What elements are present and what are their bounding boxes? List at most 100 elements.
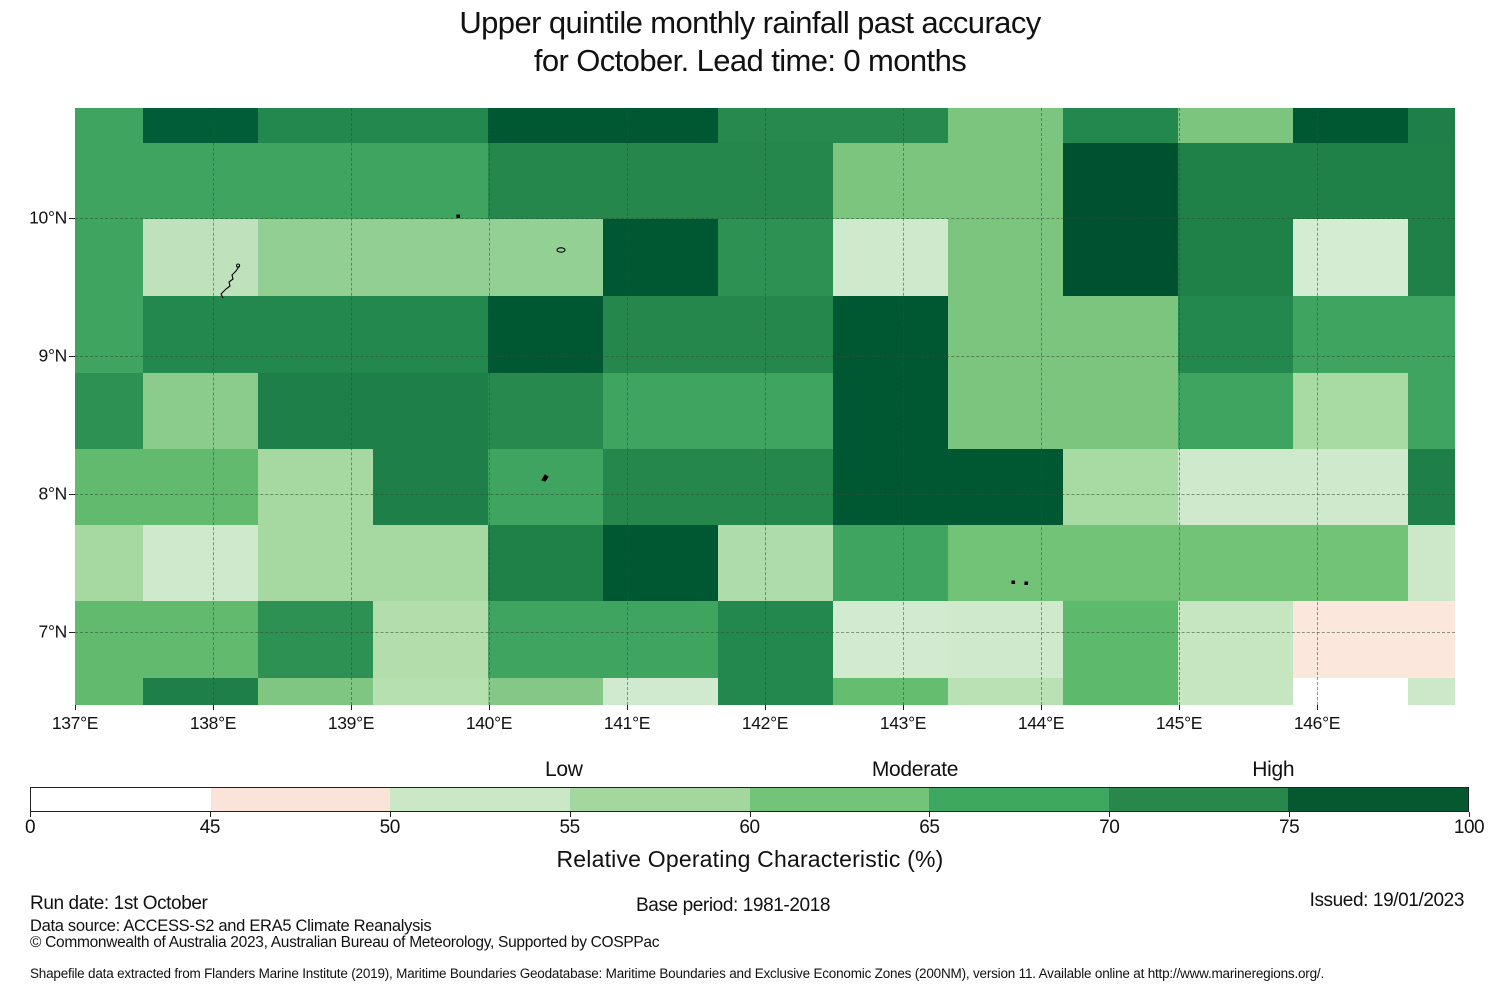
heatmap-cell: [1293, 108, 1408, 143]
heatmap-cell: [373, 143, 488, 219]
heatmap-cell: [603, 373, 718, 449]
latitude-gridline: [75, 494, 1455, 496]
colorbar-tickmark: [1109, 812, 1111, 817]
x-axis-tick-label: 138°E: [189, 713, 237, 733]
heatmap-cell: [258, 449, 373, 525]
heatmap-cell: [718, 373, 833, 449]
heatmap-cell: [1178, 219, 1293, 296]
heatmap-cell: [488, 108, 603, 143]
heatmap-cell: [1408, 108, 1455, 143]
heatmap-cell: [1063, 449, 1178, 525]
y-axis-tickmark: [69, 494, 75, 496]
heatmap-cell: [1408, 601, 1455, 678]
heatmap-cell: [143, 373, 258, 449]
heatmap-cell: [143, 296, 258, 373]
colorbar-axis-label: Relative Operating Characteristic (%): [556, 846, 944, 872]
heatmap-cell: [1293, 143, 1408, 219]
heatmap-cell: [373, 678, 488, 705]
heatmap-cell: [948, 449, 1063, 525]
heatmap-cell: [258, 296, 373, 373]
heatmap-cell: [143, 449, 258, 525]
colorbar-tick-value: 55: [559, 817, 581, 838]
heatmap-cell: [833, 219, 948, 296]
y-axis-tickmark: [69, 218, 75, 220]
heatmap-cell: [75, 678, 143, 705]
heatmap-cell: [75, 373, 143, 449]
heatmap-cell: [603, 296, 718, 373]
y-axis-tick-label: 7°N: [38, 621, 68, 642]
heatmap-cell: [488, 601, 603, 678]
heatmap-cell: [603, 219, 718, 296]
heatmap-cell: [948, 678, 1063, 705]
heatmap-cell: [373, 601, 488, 678]
colorbar-tickmark: [749, 812, 751, 817]
heatmap-cell: [603, 525, 718, 601]
colorbar-tickmark: [30, 812, 31, 817]
heatmap-cell: [948, 219, 1063, 296]
heatmap-cell: [1063, 678, 1178, 705]
x-axis-tickmark: [1041, 705, 1042, 710]
chart-title-line2: for October. Lead time: 0 months: [533, 43, 967, 78]
x-axis-tickmark: [351, 705, 352, 710]
heatmap-cell: [75, 525, 143, 601]
heatmap-cell: [1178, 108, 1293, 143]
heatmap-cell: [948, 525, 1063, 601]
heatmap-cell: [1063, 143, 1178, 219]
colorbar-tick-value: 50: [379, 817, 401, 838]
y-axis-tick-label: 10°N: [29, 207, 67, 228]
heatmap-cell: [718, 525, 833, 601]
heatmap-cell: [75, 296, 143, 373]
x-axis-tick-label: 139°E: [327, 713, 375, 733]
colorbar-tickmark: [389, 812, 391, 817]
colorbar-category-label-high: High: [1252, 758, 1295, 781]
heatmap-cell: [603, 108, 718, 143]
heatmap-cell: [948, 373, 1063, 449]
heatmap-cell: [833, 525, 948, 601]
heatmap-cell: [258, 601, 373, 678]
x-axis-tickmark: [627, 705, 628, 710]
heatmap-cell: [488, 525, 603, 601]
x-axis-tickmark: [213, 705, 214, 710]
heatmap-cell: [718, 449, 833, 525]
colorbar-tick-value: 100: [1453, 817, 1485, 838]
heatmap-cell: [488, 373, 603, 449]
y-axis-tick-label: 9°N: [38, 345, 68, 366]
x-axis-tick-label: 137°E: [51, 713, 99, 733]
footer-data-source: Data source: ACCESS-S2 and ERA5 Climate …: [30, 917, 432, 935]
heatmap-cell: [718, 296, 833, 373]
heatmap-cell: [258, 108, 373, 143]
heatmap-cell: [833, 601, 948, 678]
heatmap-cell: [948, 601, 1063, 678]
heatmap-cell: [948, 143, 1063, 219]
footer-shapefile-note: Shapefile data extracted from Flanders M…: [30, 966, 1325, 981]
heatmap-cell: [373, 296, 488, 373]
heatmap-cell: [1293, 373, 1408, 449]
heatmap-cell: [718, 601, 833, 678]
heatmap-cell: [373, 373, 488, 449]
y-axis-tickmark: [69, 356, 75, 358]
heatmap-cell: [488, 678, 603, 705]
longitude-gridline: [1179, 108, 1180, 705]
heatmap-cell: [1178, 449, 1293, 525]
longitude-gridline: [903, 108, 904, 705]
footer-base-period: Base period: 1981-2018: [636, 895, 831, 916]
heatmap-cell: [833, 678, 948, 705]
heatmap-cell: [1408, 143, 1455, 219]
x-axis-tick-label: 145°E: [1155, 713, 1203, 733]
colorbar-tickmark: [1289, 812, 1291, 817]
heatmap-cell: [603, 449, 718, 525]
heatmap-cell: [1063, 219, 1178, 296]
footer-run-date: Run date: 1st October: [30, 893, 208, 914]
colorbar-category-label-moderate: Moderate: [871, 758, 959, 781]
colorbar-segment: [1108, 788, 1289, 811]
heatmap-cell: [488, 449, 603, 525]
heatmap-cell: [75, 143, 143, 219]
heatmap-cell: [1063, 525, 1178, 601]
y-axis-tick-label: 8°N: [38, 483, 68, 504]
colorbar-tickmark: [209, 812, 211, 817]
x-axis-tick-label: 142°E: [741, 713, 789, 733]
colorbar: [30, 787, 1469, 812]
longitude-gridline: [1041, 108, 1042, 705]
x-axis-tick-label: 144°E: [1017, 713, 1065, 733]
heatmap-cell: [488, 219, 603, 296]
